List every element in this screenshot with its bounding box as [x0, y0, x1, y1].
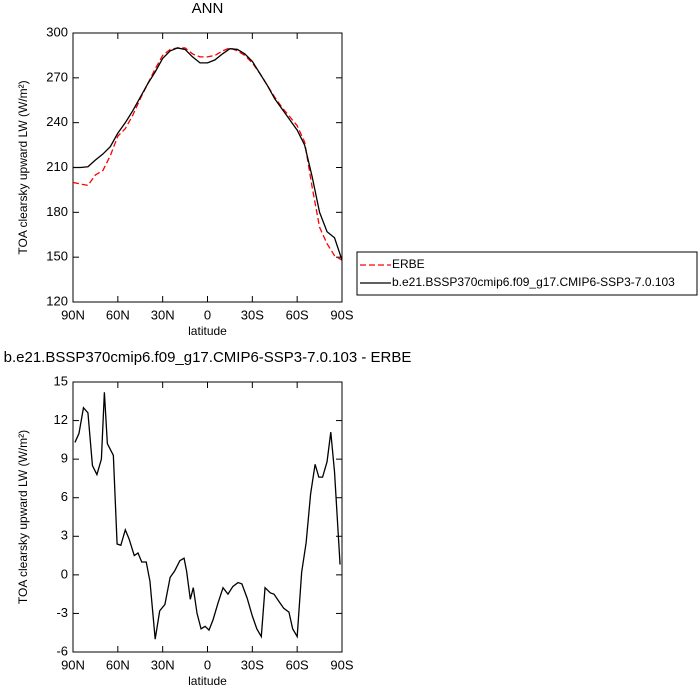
data-line: [73, 47, 343, 261]
x-tick-label: 30S: [241, 307, 264, 322]
x-tick-label: 60N: [106, 307, 130, 322]
x-tick-label: 30S: [241, 657, 264, 672]
y-axis-label: TOA clearsky upward LW (W/m²): [16, 430, 30, 604]
x-tick-label: 0: [204, 657, 211, 672]
y-tick-label: 9: [61, 451, 68, 466]
y-tick-label: 300: [46, 24, 68, 39]
y-tick-label: 15: [54, 373, 68, 388]
x-axis-label: latitude: [188, 324, 227, 338]
chart-title: b.e21.BSSP370cmip6.f09_g17.CMIP6-SSP3-7.…: [4, 349, 412, 366]
y-tick-label: 180: [46, 204, 68, 219]
y-tick-label: 240: [46, 114, 68, 129]
y-tick-label: 210: [46, 159, 68, 174]
data-line: [72, 47, 343, 261]
plot-frame: [72, 381, 343, 653]
y-tick-label: 0: [61, 566, 68, 581]
y-tick-label: 150: [46, 249, 68, 264]
x-tick-label: 0: [204, 307, 211, 322]
y-tick-label: 270: [46, 69, 68, 84]
x-tick-label: 60S: [286, 307, 309, 322]
data-line: [74, 392, 341, 640]
y-tick-label: 12: [54, 412, 68, 427]
x-axis-label: latitude: [188, 674, 227, 688]
y-tick-label: -6: [56, 643, 68, 658]
plot-frame: [72, 32, 343, 303]
y-tick-label: 3: [61, 528, 68, 543]
y-tick-label: 6: [61, 489, 68, 504]
legend-label: b.e21.BSSP370cmip6.f09_g17.CMIP6-SSP3-7.…: [392, 275, 675, 289]
chart-title: ANN: [192, 0, 224, 17]
x-tick-label: 60S: [286, 657, 309, 672]
y-axis-label: TOA clearsky upward LW (W/m²): [16, 80, 30, 254]
x-tick-label: 30N: [151, 657, 175, 672]
x-tick-label: 90N: [61, 307, 85, 322]
x-tick-label: 90N: [61, 657, 85, 672]
y-tick-label: -3: [56, 605, 68, 620]
y-tick-label: 120: [46, 293, 68, 308]
legend-box: [356, 251, 698, 296]
x-tick-label: 90S: [330, 307, 353, 322]
x-tick-label: 90S: [330, 657, 353, 672]
x-tick-label: 30N: [151, 307, 175, 322]
legend-label: ERBE: [392, 257, 425, 271]
x-tick-label: 60N: [106, 657, 130, 672]
